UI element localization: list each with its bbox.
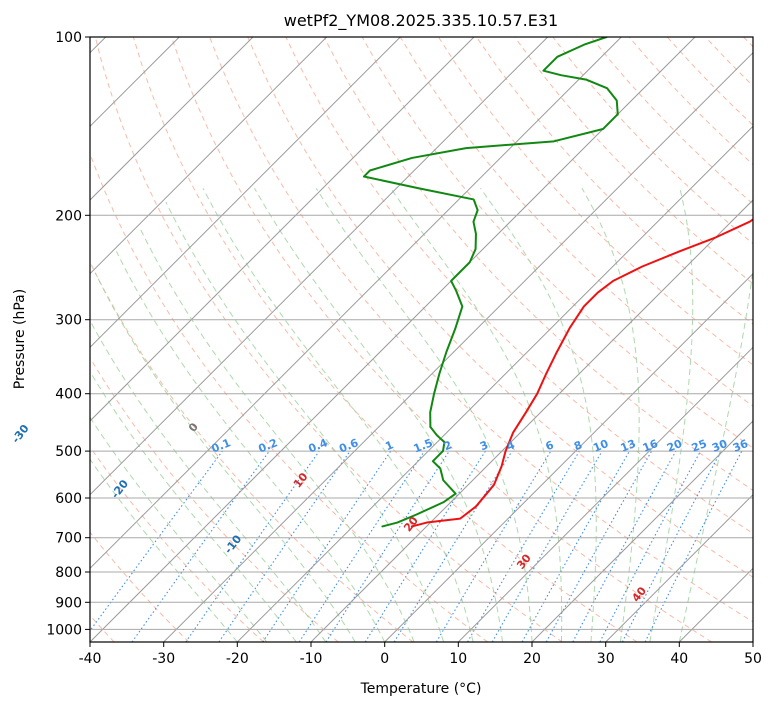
mixing-ratio-line (218, 450, 351, 642)
x-tick-label: 10 (449, 651, 467, 667)
mixing-ratio-label: 3 (478, 438, 490, 453)
dry-adiabat-line (90, 152, 488, 642)
temperature-profile-line (410, 218, 753, 528)
dry-adiabat-line (399, 37, 753, 407)
isotherm-line (605, 493, 753, 642)
mixing-ratio-label: 13 (619, 437, 638, 455)
dry-adiabat-line (90, 531, 190, 642)
mixing-ratio-line (572, 450, 677, 642)
mixing-ratio-label: 25 (690, 437, 709, 455)
isotherm-line (457, 346, 753, 642)
mixing-ratio-label: 30 (710, 437, 729, 455)
x-axis-ticks: -40 -30 -20 -10 0 10 20 30 40 50 (79, 642, 762, 667)
isotherm-line (384, 272, 753, 642)
plot-area (90, 37, 753, 642)
y-tick-label: 900 (55, 595, 82, 611)
dry-adiabat-line (209, 37, 753, 623)
moist-adiabat-line (139, 227, 415, 642)
moist-adiabat-line (90, 416, 268, 642)
isotherm-line (90, 37, 475, 422)
mixing-ratio-line (521, 450, 630, 642)
chart-title: wetPf2_YM08.2025.335.10.57.E31 (284, 11, 558, 31)
y-tick-label: 100 (55, 30, 82, 46)
plot-frame (89, 36, 754, 643)
profile-series (362, 37, 753, 528)
dewpoint-profile-line (362, 37, 619, 528)
y-axis-ticks: 100 200 300 400 500 600 700 800 900 1000 (46, 30, 90, 638)
mixing-ratio-line (131, 450, 270, 642)
x-tick-label: -40 (79, 651, 102, 667)
dry-adiabat-line (171, 37, 713, 642)
moist-adiabat-line (202, 188, 474, 642)
mixing-ratio-line (90, 450, 223, 632)
mixing-ratio-line (298, 450, 425, 642)
dry-adiabat-line (90, 356, 339, 642)
mixing-ratio-label: 1 (383, 438, 395, 453)
mixing-ratio-line (262, 450, 392, 642)
isotherm-line (90, 37, 401, 349)
x-tick-label: -20 (226, 651, 249, 667)
dry-adiabat-line (514, 37, 753, 285)
moist-adiabat-line (315, 187, 533, 642)
isotherm-line (90, 37, 696, 642)
moist-adiabat-line (165, 201, 445, 642)
isotherm-line (236, 125, 753, 642)
moist-adiabat-line (649, 188, 694, 642)
y-axis-title: Pressure (hPa) (12, 289, 28, 389)
dry-adiabat-line (247, 37, 753, 578)
isotherm-line (90, 37, 622, 570)
mixing-ratio-label: 10 (591, 437, 610, 455)
isotherm-line (163, 51, 753, 642)
moist-adiabat-line (115, 251, 386, 642)
y-tick-label: 800 (55, 565, 82, 581)
isotherm-line (310, 199, 753, 642)
y-tick-label: 500 (55, 444, 82, 460)
x-tick-label: -10 (300, 651, 323, 667)
mixing-ratio-label: 16 (641, 437, 660, 455)
dry-adiabat-line (361, 37, 753, 449)
x-tick-label: 40 (670, 651, 688, 667)
mixing-ratio-label: 8 (572, 438, 584, 453)
isotherm-line (531, 420, 753, 642)
mixing-ratio-label: 2 (442, 438, 454, 453)
moist-adiabat-line (678, 265, 753, 642)
x-tick-label: 30 (597, 651, 615, 667)
x-axis-title: Temperature (°C) (360, 681, 482, 697)
mixing-ratio-line (545, 450, 653, 642)
dry-adiabat-line (94, 37, 563, 642)
x-tick-label: 20 (523, 651, 541, 667)
y-tick-label: 1000 (46, 622, 82, 638)
x-tick-label: 50 (744, 651, 762, 667)
y-tick-label: 300 (55, 313, 82, 329)
mixing-ratio-label: 20 (665, 437, 684, 455)
mixing-ratio-line (185, 450, 320, 642)
x-tick-label: -30 (152, 651, 175, 667)
moist-adiabat-line (390, 187, 563, 642)
moist-adiabat-line (90, 458, 238, 642)
moist-adiabat-line (581, 187, 640, 642)
moist-adiabat-line (254, 187, 504, 642)
isotherm-line (90, 37, 254, 201)
y-tick-label: 700 (55, 531, 82, 547)
mixing-ratio-line (644, 450, 743, 642)
dry-adiabat-line (90, 446, 264, 642)
isotherm-line (90, 37, 328, 275)
background-lines (90, 37, 753, 642)
y-tick-label: 200 (55, 208, 82, 224)
mixing-ratio-label: 36 (731, 437, 750, 455)
mixing-ratio-line (325, 450, 450, 642)
x-tick-label: 0 (380, 651, 389, 667)
y-tick-label: 600 (55, 491, 82, 507)
dry-adiabat-line (132, 37, 638, 642)
y-tick-label: 400 (55, 387, 82, 403)
moist-adiabat-line (480, 187, 597, 642)
moist-adiabat-line (94, 272, 356, 642)
isotherm-line (90, 37, 549, 496)
